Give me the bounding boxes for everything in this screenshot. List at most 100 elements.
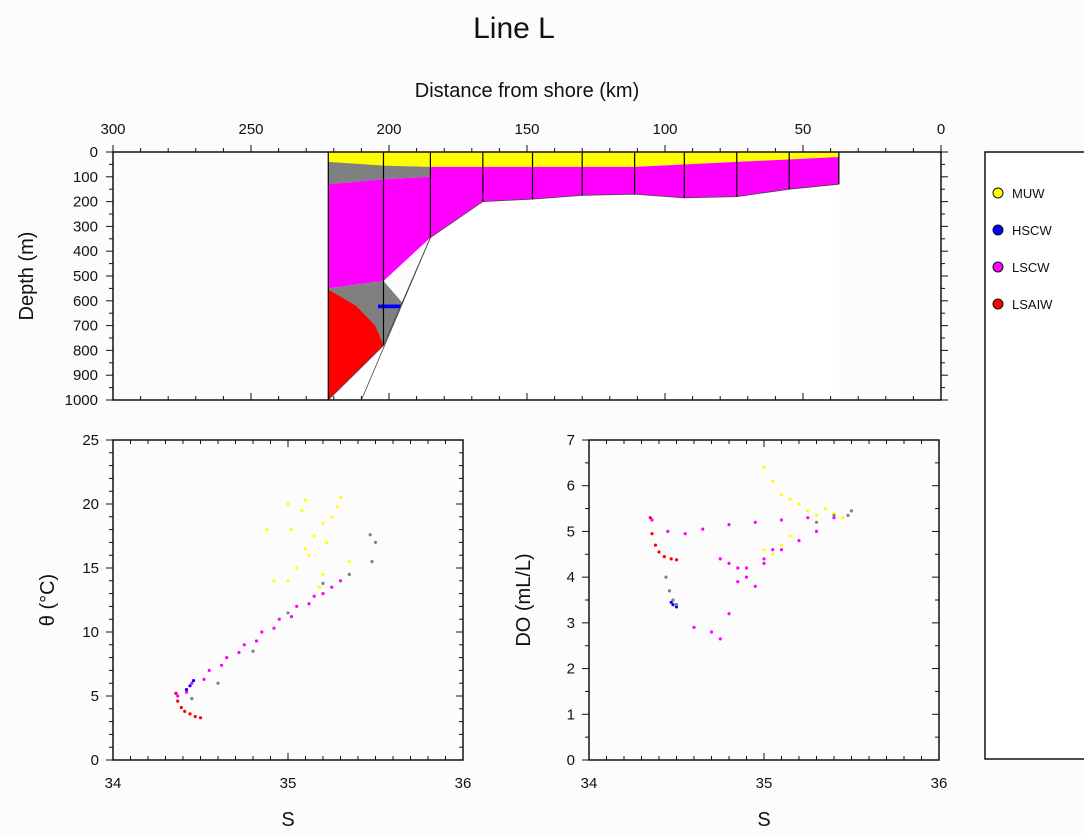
oxygen-salinity-point-lscw (727, 612, 731, 616)
theta-salinity-point-muw (321, 572, 325, 577)
oxygen-salinity-point-lscw (736, 566, 740, 570)
theta-salinity-point-lscw (202, 677, 206, 682)
oxygen-salinity-point-lsaiw (674, 558, 679, 562)
legend-box (984, 151, 1084, 760)
theta-salinity-point-lscw (207, 668, 211, 673)
theta-salinity-point-hscw (188, 684, 192, 688)
oxygen-salinity-point-muw (762, 548, 766, 552)
legend-label-lsaiw: LSAIW (1012, 297, 1053, 312)
theta-salinity-points (174, 496, 378, 720)
theta-salinity-point-lscw (338, 579, 343, 583)
bathymetry-line (361, 237, 431, 401)
oxygen-salinity-point-lscw (771, 548, 775, 552)
theta-salinity-point-lscw (176, 694, 180, 698)
oxygen-salinity-point-lsaiw (657, 550, 661, 554)
theta-salinity-point-muw (295, 566, 299, 570)
oxygen-salinity-point-lscw (650, 518, 654, 522)
legend: MUW HSCW LSCW LSAIW (984, 151, 1084, 760)
theta-salinity-point-lscw (190, 681, 194, 685)
oxygen-salinity-ylabel: DO (mL/L) (513, 553, 535, 646)
section-ytick-label: 600 (73, 293, 98, 310)
oxygen-salinity-point-lscw (762, 561, 766, 566)
section-axes: 300 250 200 150 100 50 00100200300400500600700… (65, 121, 948, 409)
theta-salinity-point-lsaiw (198, 716, 203, 720)
oxygen-salinity-point-unclassified (667, 589, 672, 593)
theta-salinity-xlabel: S (281, 809, 294, 831)
figure-title: Line L (473, 12, 555, 45)
section-ytick-label: 200 (73, 194, 98, 211)
water-mass-layers (328, 152, 839, 400)
oxygen-salinity-point-muw (771, 552, 775, 556)
section-ytick-label: 400 (73, 243, 98, 260)
layer-unclassified (328, 281, 403, 346)
oxygen-salinity-point-lscw (701, 527, 705, 531)
section-ytick-label: 900 (73, 367, 98, 384)
oxygen-salinity-point-muw (788, 534, 792, 538)
section-ytick-label: 300 (73, 218, 98, 235)
oxygen-salinity-point-lsaiw (669, 557, 673, 561)
theta-salinity-point-muw (317, 585, 322, 589)
oxygen-salinity-point-unclassified (832, 513, 836, 518)
oxygen-salinity-xtick-label: 36 (931, 775, 948, 792)
theta-salinity-point-lsaiw (179, 705, 183, 710)
theta-salinity-point-lsaiw (183, 709, 187, 714)
theta-salinity-point-unclassified (370, 560, 374, 564)
layer-hscw (378, 304, 403, 309)
oxygen-salinity-point-lscw (753, 584, 757, 588)
theta-salinity-point-lscw (321, 592, 325, 596)
oxygen-salinity-point-unclassified (664, 575, 668, 579)
theta-salinity-ytick-label: 0 (91, 752, 99, 769)
theta-salinity-point-muw (324, 540, 329, 545)
theta-salinity-frame (112, 439, 464, 761)
oxygen-salinity-point-unclassified (846, 513, 850, 518)
oxygen-salinity-ytick-label: 4 (567, 569, 575, 586)
section-xtick-label: 50 (795, 121, 812, 138)
theta-salinity-point-lscw (242, 643, 246, 647)
oxygen-salinity-frame (588, 439, 940, 761)
oxygen-salinity-point-muw (823, 507, 827, 511)
theta-salinity-ytick-label: 15 (82, 560, 99, 577)
theta-salinity-axes: 34 35 36 0 5 10 15 20 25 (82, 432, 471, 792)
oxygen-salinity-point-muw (771, 479, 775, 483)
oxygen-salinity-ytick-label: 2 (567, 661, 575, 678)
theta-salinity-point-unclassified (368, 533, 372, 537)
oxygen-salinity-point-lscw (692, 625, 696, 630)
section-ytick-label: 0 (90, 144, 98, 161)
theta-salinity-point-lsaiw (174, 691, 178, 696)
section-xtick-label: 100 (652, 121, 677, 138)
oxygen-salinity-point-lscw (744, 575, 749, 579)
section-plot: 300 250 200 150 100 50 00100200300400500600700… (16, 80, 948, 409)
theta-salinity-point-muw (347, 560, 351, 564)
theta-salinity-point-muw (307, 553, 311, 557)
oxygen-salinity-point-lsaiw (653, 543, 658, 547)
oxygen-salinity-xlabel: S (757, 809, 770, 831)
theta-salinity-point-lsaiw (188, 712, 192, 716)
oxygen-salinity-point-lscw (683, 532, 687, 536)
oxygen-salinity-point-lscw (727, 523, 731, 527)
oxygen-salinity-point-lscw (718, 557, 722, 561)
oxygen-salinity-point-muw (841, 516, 845, 520)
theta-salinity-point-lsaiw (176, 699, 180, 703)
theta-salinity-ytick-label: 20 (82, 496, 99, 513)
oxygen-salinity-point-lsaiw (662, 555, 666, 559)
section-xtick-label: 250 (238, 121, 263, 138)
oxygen-salinity-point-hscw (671, 603, 675, 607)
oxygen-salinity-point-lscw (727, 561, 731, 566)
theta-salinity-ylabel: θ (°C) (37, 574, 59, 626)
oxygen-salinity-point-lscw (736, 580, 740, 584)
theta-salinity-point-muw (338, 496, 343, 500)
section-xtick-label: 200 (376, 121, 401, 138)
theta-salinity-point-unclassified (286, 611, 290, 615)
theta-salinity-point-lscw (219, 663, 224, 667)
legend-marker-lsaiw (992, 298, 1004, 310)
theta-salinity-point-muw (265, 528, 269, 532)
layer-muw (328, 152, 839, 167)
theta-salinity-point-lscw (260, 630, 264, 634)
oxygen-salinity-ytick-label: 7 (567, 432, 575, 449)
theta-salinity-point-lscw (312, 594, 316, 598)
theta-salinity-point-muw (300, 508, 304, 512)
oxygen-salinity-point-lscw (744, 566, 749, 570)
theta-salinity-point-lscw (184, 690, 189, 694)
